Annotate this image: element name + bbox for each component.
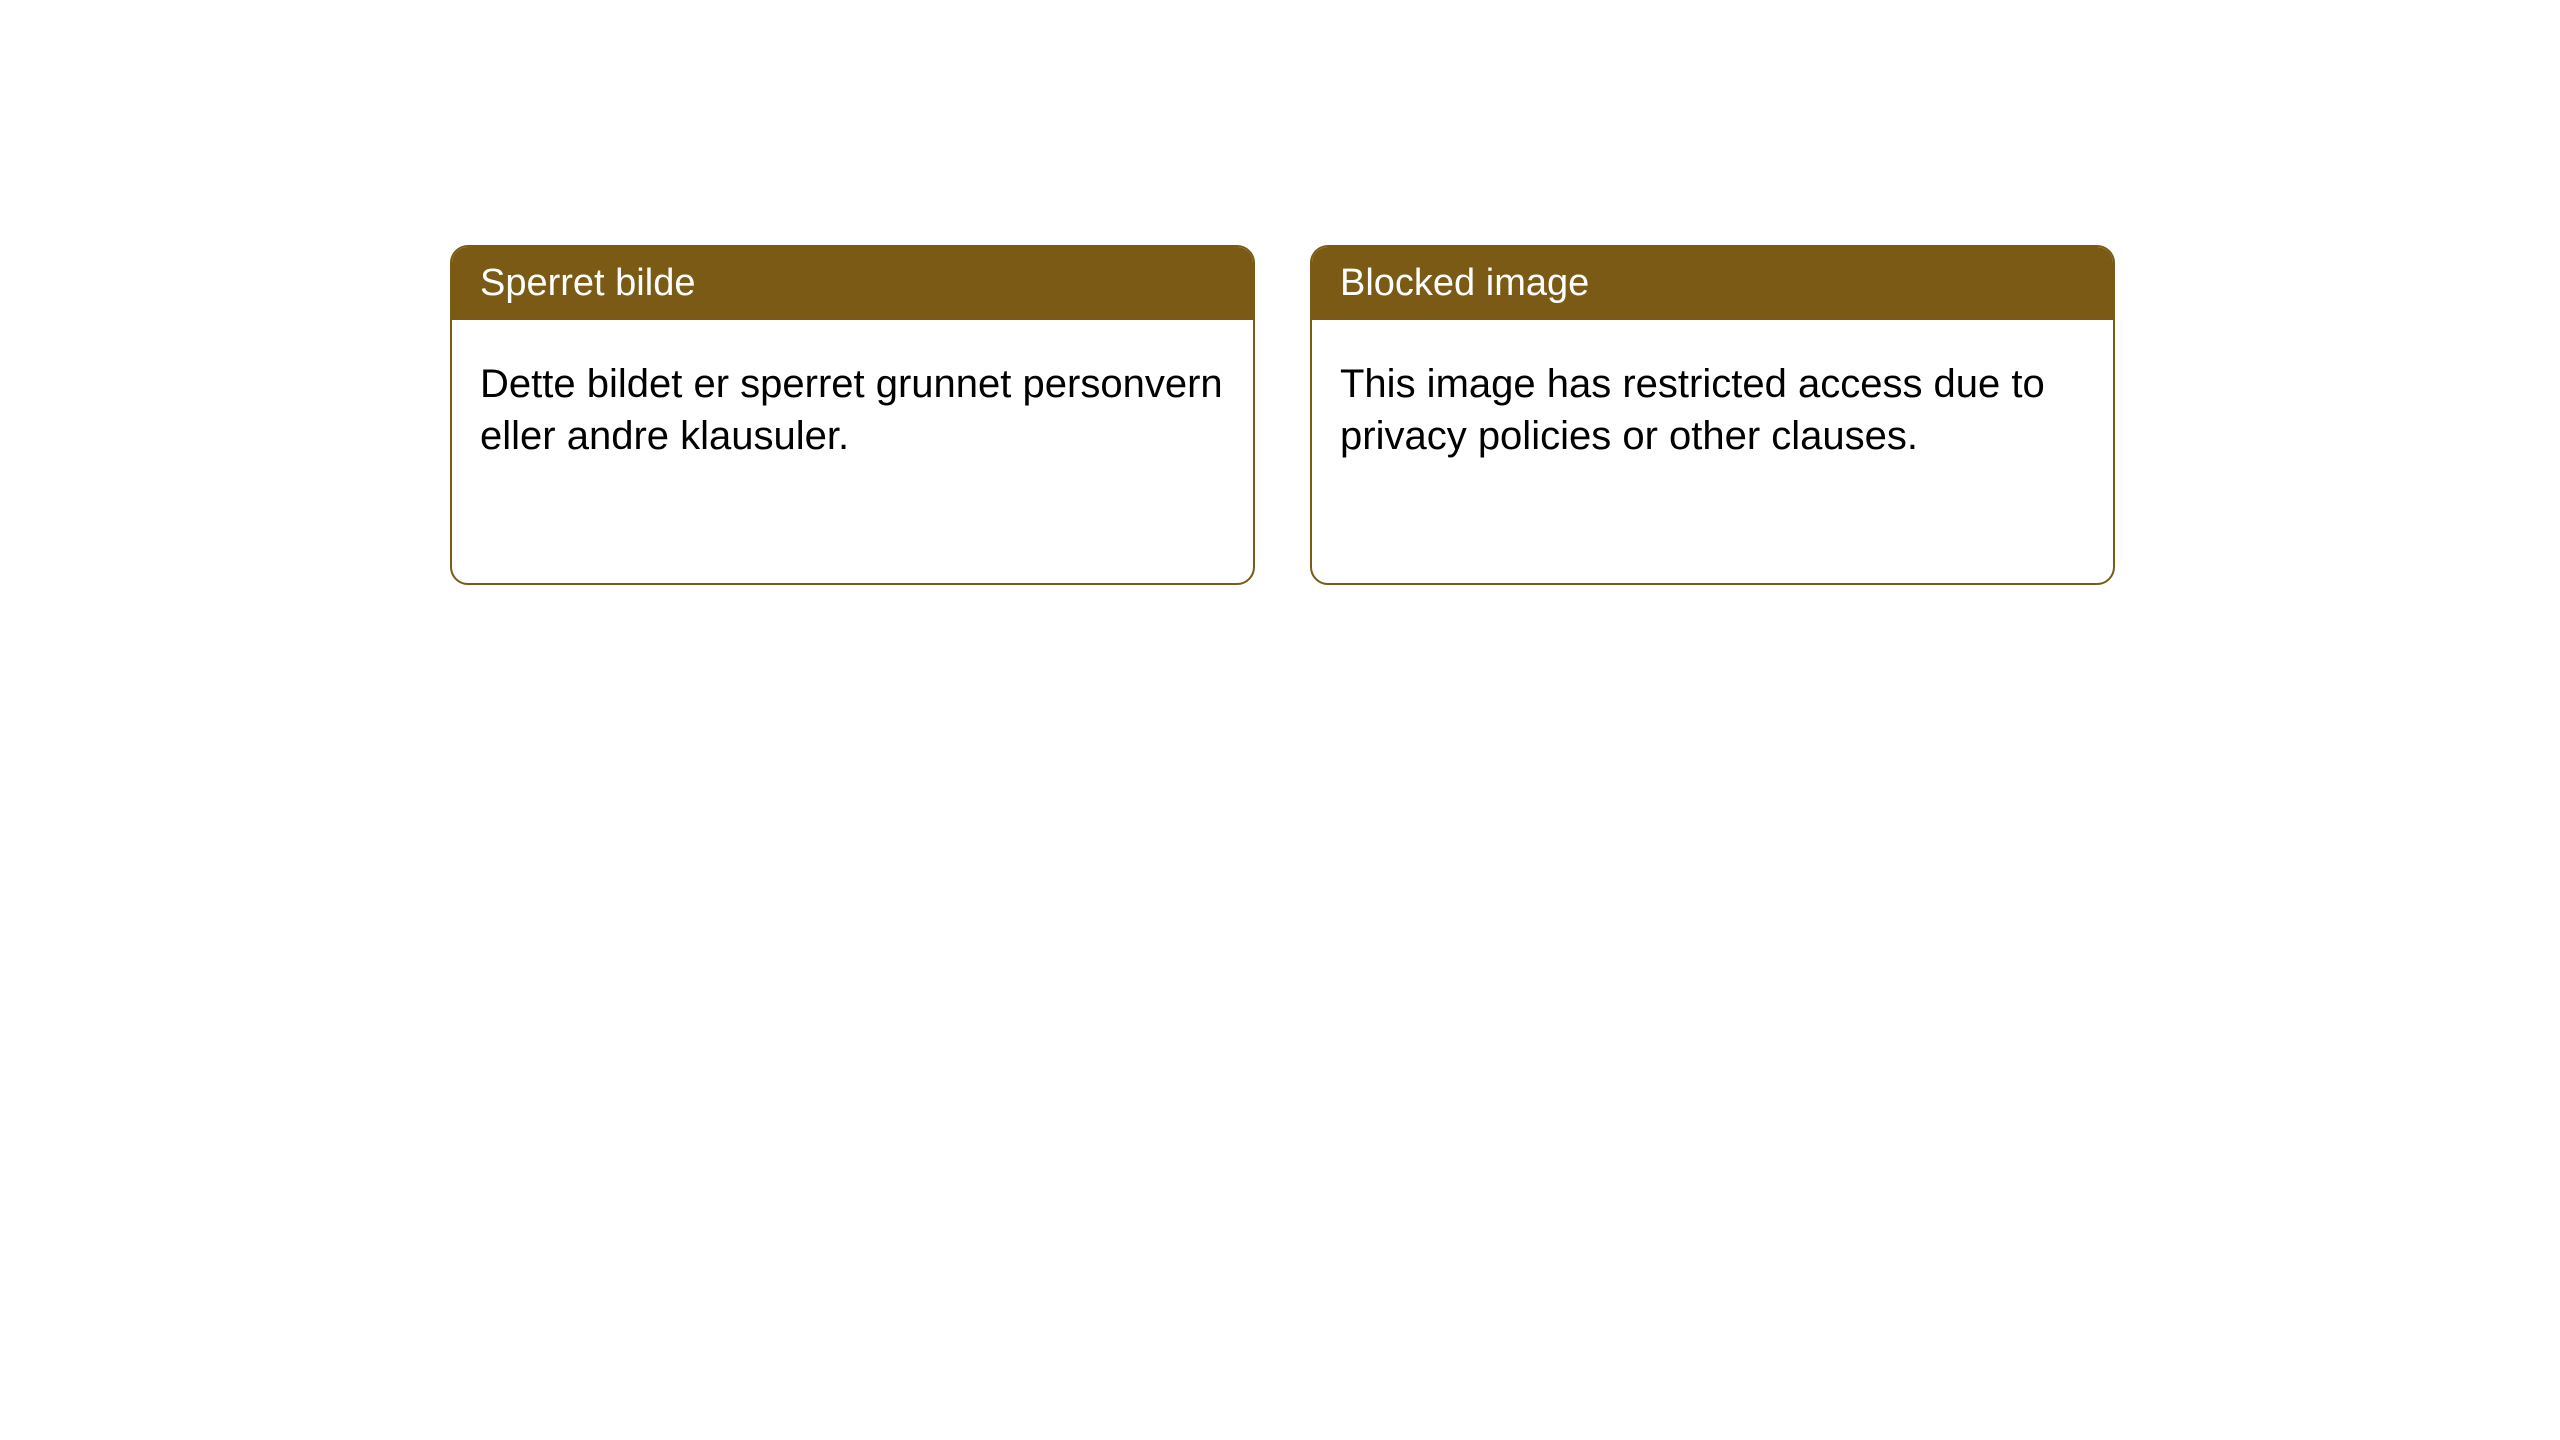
notice-body: Dette bildet er sperret grunnet personve… xyxy=(452,320,1253,500)
notice-title: Sperret bilde xyxy=(480,262,695,304)
notice-card-english: Blocked image This image has restricted … xyxy=(1310,245,2115,585)
notice-header: Sperret bilde xyxy=(452,247,1253,320)
notice-body: This image has restricted access due to … xyxy=(1312,320,2113,500)
notice-message: Dette bildet er sperret grunnet personve… xyxy=(480,362,1223,458)
notice-container: Sperret bilde Dette bildet er sperret gr… xyxy=(450,245,2115,585)
notice-card-norwegian: Sperret bilde Dette bildet er sperret gr… xyxy=(450,245,1255,585)
notice-title: Blocked image xyxy=(1340,262,1589,304)
notice-message: This image has restricted access due to … xyxy=(1340,362,2045,458)
notice-header: Blocked image xyxy=(1312,247,2113,320)
